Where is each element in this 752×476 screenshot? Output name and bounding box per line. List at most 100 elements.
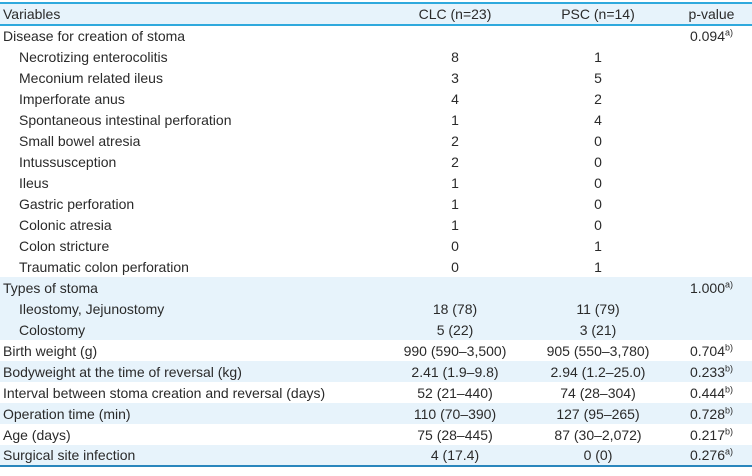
table-row: Surgical site infection 4 (17.4) 0 (0) 0.27… bbox=[0, 445, 752, 466]
psc-value-cell: 0 bbox=[594, 174, 602, 191]
psc-value-cell: 905 (550–3,780) bbox=[546, 342, 650, 359]
col-header-clc: CLC (n=23) bbox=[385, 2, 525, 26]
table-row: Birth weight (g) 990 (590–3,500) 905 (550–… bbox=[0, 340, 752, 361]
clc-value-cell: 52 (21–440) bbox=[417, 384, 493, 401]
table-header: Variables CLC (n=23) PSC (n=14) p-value bbox=[0, 2, 752, 26]
psc-value-cell: 2.94 (1.2–25.0) bbox=[550, 363, 646, 380]
variable-cell: Gastric perforation bbox=[19, 195, 135, 212]
clc-value-cell bbox=[385, 25, 525, 46]
col-header-psc: PSC (n=14) bbox=[525, 2, 671, 26]
pvalue-cell: 0.217b) bbox=[689, 425, 734, 443]
variable-cell: Bodyweight at the time of reversal (kg) bbox=[3, 363, 242, 380]
pvalue-cell bbox=[671, 298, 752, 319]
pvalue-cell: 0.444b) bbox=[689, 383, 734, 401]
table-row: Operation time (min) 110 (70–390) 127 (95–… bbox=[0, 403, 752, 424]
clc-value-cell: 0 bbox=[451, 258, 459, 275]
table-row: Colostomy 5 (22) 3 (21) bbox=[0, 319, 752, 340]
clc-value-cell: 75 (28–445) bbox=[417, 426, 493, 443]
pvalue-footnote-marker: a) bbox=[725, 446, 734, 457]
table-row: Gastric perforation 1 0 bbox=[0, 193, 752, 214]
table-row: Interval between stoma creation and reve… bbox=[0, 382, 752, 403]
comparison-table-wrap: Variables CLC (n=23) PSC (n=14) p-value … bbox=[0, 2, 752, 467]
clc-value-cell: 4 (17.4) bbox=[430, 447, 480, 463]
clc-value-cell: 18 (78) bbox=[432, 300, 478, 317]
clc-value-cell: 2 bbox=[451, 153, 459, 170]
pvalue-footnote-marker: a) bbox=[725, 278, 734, 289]
clc-value-cell: 1 bbox=[451, 216, 459, 233]
pvalue-cell bbox=[671, 256, 752, 277]
pvalue-cell: 0.094a) bbox=[689, 27, 734, 44]
psc-value-cell: 0 bbox=[594, 195, 602, 212]
variable-cell: Intussusception bbox=[19, 153, 117, 170]
psc-value-cell: 74 (28–304) bbox=[560, 384, 636, 401]
variable-cell: Ileostomy, Jejunostomy bbox=[19, 300, 165, 317]
psc-value-cell bbox=[525, 25, 671, 46]
col-header-variables: Variables bbox=[0, 2, 385, 26]
pvalue-cell bbox=[671, 151, 752, 172]
table-row: Intussusception 2 0 bbox=[0, 151, 752, 172]
pvalue-cell bbox=[671, 214, 752, 235]
pvalue-cell bbox=[671, 130, 752, 151]
variable-cell: Spontaneous intestinal perforation bbox=[19, 111, 232, 128]
variable-cell: Age (days) bbox=[3, 426, 71, 443]
pvalue-footnote-marker: b) bbox=[725, 383, 734, 394]
psc-value-cell: 127 (95–265) bbox=[556, 405, 640, 422]
pvalue-cell bbox=[671, 319, 752, 340]
table-row: Ileostomy, Jejunostomy 18 (78) 11 (79) bbox=[0, 298, 752, 319]
col-header-pvalue: p-value bbox=[671, 2, 752, 26]
variable-cell: Meconium related ileus bbox=[19, 69, 163, 86]
variable-cell: Traumatic colon perforation bbox=[19, 258, 189, 275]
pvalue-cell: 1.000a) bbox=[689, 278, 734, 296]
pvalue-cell bbox=[671, 109, 752, 130]
clc-value-cell: 990 (590–3,500) bbox=[403, 342, 507, 359]
psc-value-cell: 1 bbox=[594, 258, 602, 275]
pvalue-cell bbox=[671, 235, 752, 256]
psc-value-cell: 11 (79) bbox=[576, 300, 620, 317]
table-row: Meconium related ileus 3 5 bbox=[0, 67, 752, 88]
variable-cell: Small bowel atresia bbox=[19, 132, 141, 149]
pvalue-cell bbox=[671, 193, 752, 214]
psc-value-cell: 5 bbox=[594, 69, 602, 86]
pvalue-footnote-marker: b) bbox=[725, 341, 734, 352]
pvalue-cell: 0.276a) bbox=[689, 446, 734, 463]
table-body: Disease for creation of stoma 0.094a) Necr… bbox=[0, 25, 752, 466]
clc-value-cell bbox=[385, 277, 525, 298]
table-row: Imperforate anus 4 2 bbox=[0, 88, 752, 109]
table-row: Bodyweight at the time of reversal (kg) 2… bbox=[0, 361, 752, 382]
variable-cell: Surgical site infection bbox=[3, 447, 136, 463]
table-row: Age (days) 75 (28–445) 87 (30–2,072) 0.217b… bbox=[0, 424, 752, 445]
variable-cell: Disease for creation of stoma bbox=[3, 28, 186, 44]
table-row: Necrotizing enterocolitis 8 1 bbox=[0, 46, 752, 67]
results-table: Variables CLC (n=23) PSC (n=14) p-value … bbox=[0, 2, 752, 467]
variable-cell: Ileus bbox=[19, 174, 49, 191]
pvalue-footnote-marker: b) bbox=[725, 362, 734, 373]
clc-value-cell: 8 bbox=[451, 48, 459, 65]
pvalue-cell bbox=[671, 46, 752, 67]
table-row: Small bowel atresia 2 0 bbox=[0, 130, 752, 151]
clc-value-cell: 2 bbox=[451, 132, 459, 149]
pvalue-cell bbox=[671, 88, 752, 109]
psc-value-cell: 4 bbox=[594, 111, 602, 128]
variable-cell: Interval between stoma creation and reve… bbox=[3, 384, 326, 401]
psc-value-cell: 1 bbox=[594, 48, 602, 65]
psc-value-cell: 0 bbox=[594, 132, 602, 149]
clc-value-cell: 110 (70–390) bbox=[413, 405, 497, 422]
pvalue-cell bbox=[671, 172, 752, 193]
variable-cell: Colostomy bbox=[19, 321, 86, 338]
psc-value-cell: 87 (30–2,072) bbox=[554, 426, 642, 443]
pvalue-cell: 0.728b) bbox=[689, 404, 734, 422]
psc-value-cell: 0 bbox=[594, 153, 602, 170]
table-row: Colon stricture 0 1 bbox=[0, 235, 752, 256]
psc-value-cell: 0 (0) bbox=[583, 447, 613, 463]
variable-cell: Types of stoma bbox=[3, 279, 98, 296]
clc-value-cell: 5 (22) bbox=[436, 321, 474, 338]
variable-cell: Necrotizing enterocolitis bbox=[19, 48, 168, 65]
clc-value-cell: 1 bbox=[451, 174, 459, 191]
clc-value-cell: 1 bbox=[451, 111, 459, 128]
header-row: Variables CLC (n=23) PSC (n=14) p-value bbox=[0, 2, 752, 26]
pvalue-cell bbox=[671, 67, 752, 88]
table-row: Colonic atresia 1 0 bbox=[0, 214, 752, 235]
variable-cell: Colon stricture bbox=[19, 237, 110, 254]
table-row: Traumatic colon perforation 0 1 bbox=[0, 256, 752, 277]
table-row: Types of stoma 1.000a) bbox=[0, 277, 752, 298]
